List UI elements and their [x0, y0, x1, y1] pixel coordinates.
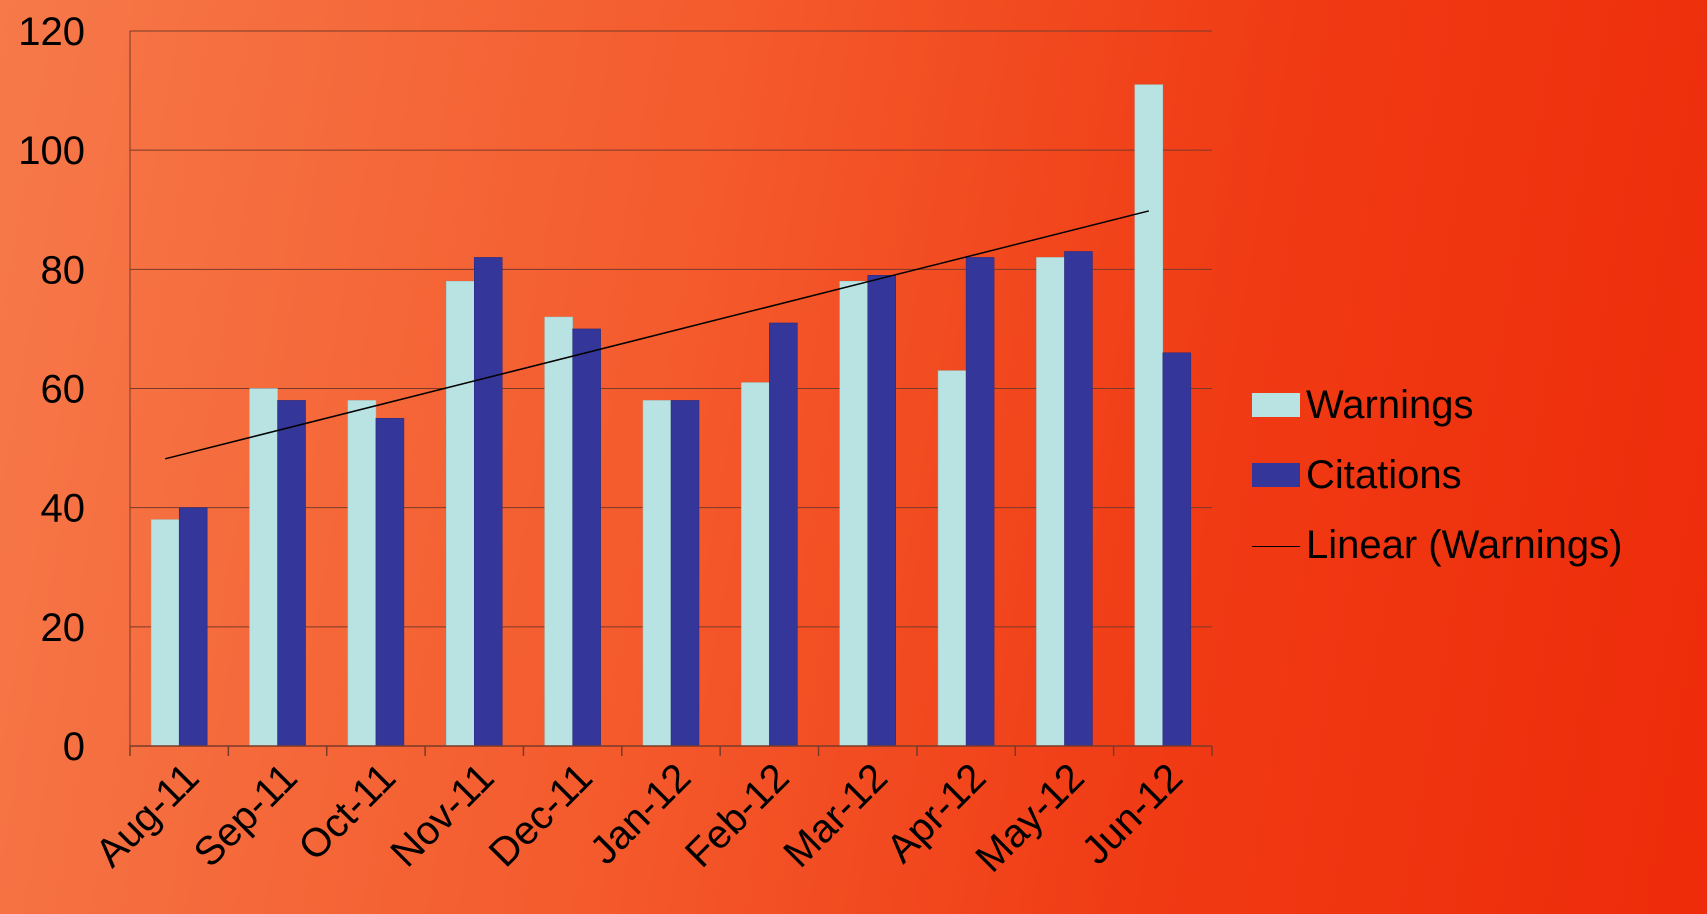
x-axis: [129, 745, 1213, 756]
bar-warnings: [1134, 84, 1164, 747]
bar-citations: [474, 257, 503, 747]
legend-swatch-citations: [1252, 463, 1300, 487]
y-tick-labels: 0 20 40 60 80 100 120: [18, 10, 85, 769]
legend-swatch-trendline: [1252, 545, 1300, 547]
bar-citations: [670, 400, 700, 747]
bar-citations: [375, 418, 405, 747]
legend-swatch-warnings: [1252, 393, 1300, 417]
y-tick-label: 80: [41, 248, 86, 292]
bar-warnings: [347, 400, 377, 747]
y-tick-label: 20: [41, 606, 86, 650]
bars: [150, 84, 1192, 747]
bar-warnings: [544, 316, 573, 747]
bar-citations: [965, 257, 995, 747]
legend-label-trendline: Linear (Warnings): [1306, 523, 1623, 567]
y-tick-label: 120: [18, 10, 85, 54]
y-tick-label: 100: [18, 129, 85, 173]
x-tick-label: May-12: [967, 755, 1092, 880]
bar-warnings: [642, 400, 672, 747]
legend: Warnings Citations Linear (Warnings): [1252, 370, 1702, 580]
x-tick-label: Nov-11: [382, 755, 502, 875]
gridlines: [129, 30, 1212, 746]
bar-citations: [178, 507, 208, 747]
bar-warnings: [150, 519, 180, 747]
bar-warnings: [249, 388, 278, 747]
trendline: [164, 210, 1150, 460]
bar-citations: [867, 275, 896, 747]
x-tick-labels: Aug-11Sep-11Oct-11Nov-11Dec-11Jan-12Feb-…: [87, 755, 1191, 880]
legend-item-trendline: Linear (Warnings): [1252, 510, 1702, 580]
bar-citations: [769, 322, 798, 747]
x-tick-label: Dec-11: [481, 755, 601, 875]
bar-citations: [1064, 251, 1093, 747]
y-tick-label: 40: [41, 487, 86, 531]
y-tick-label: 60: [41, 368, 86, 412]
legend-label-citations: Citations: [1306, 453, 1462, 497]
y-tick-label: 0: [63, 725, 85, 769]
bar-warnings: [1036, 257, 1065, 747]
x-tick-label: Aug-11: [87, 755, 207, 875]
bar-warnings: [446, 281, 475, 747]
bar-citations: [277, 400, 306, 747]
legend-label-warnings: Warnings: [1306, 383, 1474, 427]
x-tick-label: Jun-12: [1074, 755, 1192, 873]
x-tick-label: Sep-11: [186, 755, 306, 875]
bar-warnings: [741, 382, 770, 747]
legend-item-warnings: Warnings: [1252, 370, 1702, 440]
x-tick-label: Feb-12: [677, 755, 798, 876]
trendline-group: [164, 210, 1150, 460]
x-tick-label: Jan-12: [582, 755, 700, 873]
bar-warnings: [839, 281, 868, 747]
bar-citations: [572, 328, 601, 747]
bar-warnings: [937, 370, 967, 747]
x-tick-label: Mar-12: [775, 755, 896, 876]
bar-citations: [1162, 352, 1192, 747]
legend-item-citations: Citations: [1252, 440, 1702, 510]
x-tick-label: Oct-11: [290, 755, 404, 869]
